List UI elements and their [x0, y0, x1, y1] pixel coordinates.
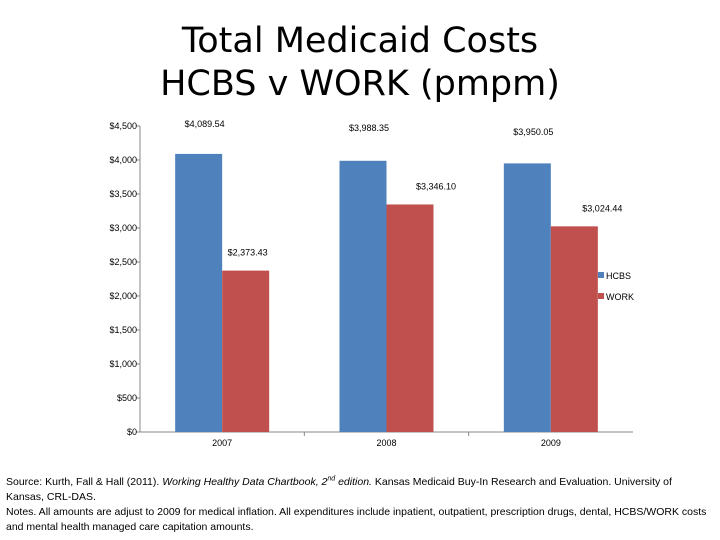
y-tick-label: $0: [127, 427, 137, 437]
source-citation: Source: Kurth, Fall & Hall (2011). Worki…: [6, 475, 710, 505]
x-tick-label: 2008: [376, 438, 396, 448]
source-notes-text: Notes. All amounts are adjust to 2009 fo…: [6, 506, 707, 533]
data-label-hcbs-2007: $4,089.54: [185, 119, 225, 129]
bar-hcbs-2007: [175, 153, 223, 432]
legend-label-hcbs: HCBS: [606, 271, 631, 281]
data-label-hcbs-2009: $3,950.05: [513, 127, 553, 137]
bar-hcbs-2008: [339, 160, 387, 432]
bar-chart: $0 $500 $1,000 $1,500 $2,000 $2,500 $3,000 $3,5…: [109, 119, 634, 448]
y-tick-label: $2,000: [109, 291, 137, 301]
data-label-work-2007: $2,373.43: [228, 248, 268, 258]
source-prefix: Source: Kurth, Fall & Hall (2011).: [6, 476, 163, 488]
source-notes: Source: Kurth, Fall & Hall (2011). Worki…: [6, 475, 710, 535]
bar-work-2009: [550, 226, 598, 432]
data-label-work-2008: $3,346.10: [416, 181, 456, 191]
legend-label-work: WORK: [606, 292, 634, 302]
source-edition-sup: nd: [327, 475, 336, 483]
source-edition: edition.: [335, 476, 372, 488]
data-label-hcbs-2008: $3,988.35: [349, 123, 389, 133]
legend-swatch-hcbs: [598, 272, 604, 278]
y-tick-label: $1,500: [109, 325, 137, 335]
x-tick-label: 2007: [212, 438, 232, 448]
chart-title-line1: Total Medicaid Costs: [181, 21, 539, 61]
data-label-layer: $4,089.54 $2,373.43 $3,988.35 $3,346.10 $3,9…: [185, 119, 623, 258]
y-tick-label: $4,000: [109, 155, 137, 165]
bar-hcbs-2009: [503, 163, 551, 432]
x-tick-label: 2009: [541, 438, 561, 448]
source-book-title: Working Healthy Data Chartbook, 2: [162, 476, 328, 488]
y-tick-label: $3,000: [109, 223, 137, 233]
y-tick-label: $3,500: [109, 189, 137, 199]
bar-layer: [175, 153, 598, 432]
source-suffix: Kansas Medicaid Buy-In Research and Eval…: [6, 476, 672, 503]
bar-work-2007: [222, 270, 270, 432]
axis-layer: $0 $500 $1,000 $1,500 $2,000 $2,500 $3,000 $3,5…: [109, 121, 633, 448]
bar-work-2008: [386, 204, 434, 432]
chart-title-line2: HCBS v WORK (pmpm): [160, 64, 560, 104]
legend: HCBS WORK: [598, 271, 634, 302]
y-tick-label: $2,500: [109, 257, 137, 267]
y-tick-label: $4,500: [109, 121, 137, 131]
y-tick-label: $500: [117, 393, 137, 403]
chart-title: Total Medicaid Costs HCBS v WORK (pmpm): [0, 20, 720, 106]
legend-swatch-work: [598, 293, 604, 299]
y-tick-label: $1,000: [109, 359, 137, 369]
data-label-work-2009: $3,024.44: [582, 203, 622, 213]
